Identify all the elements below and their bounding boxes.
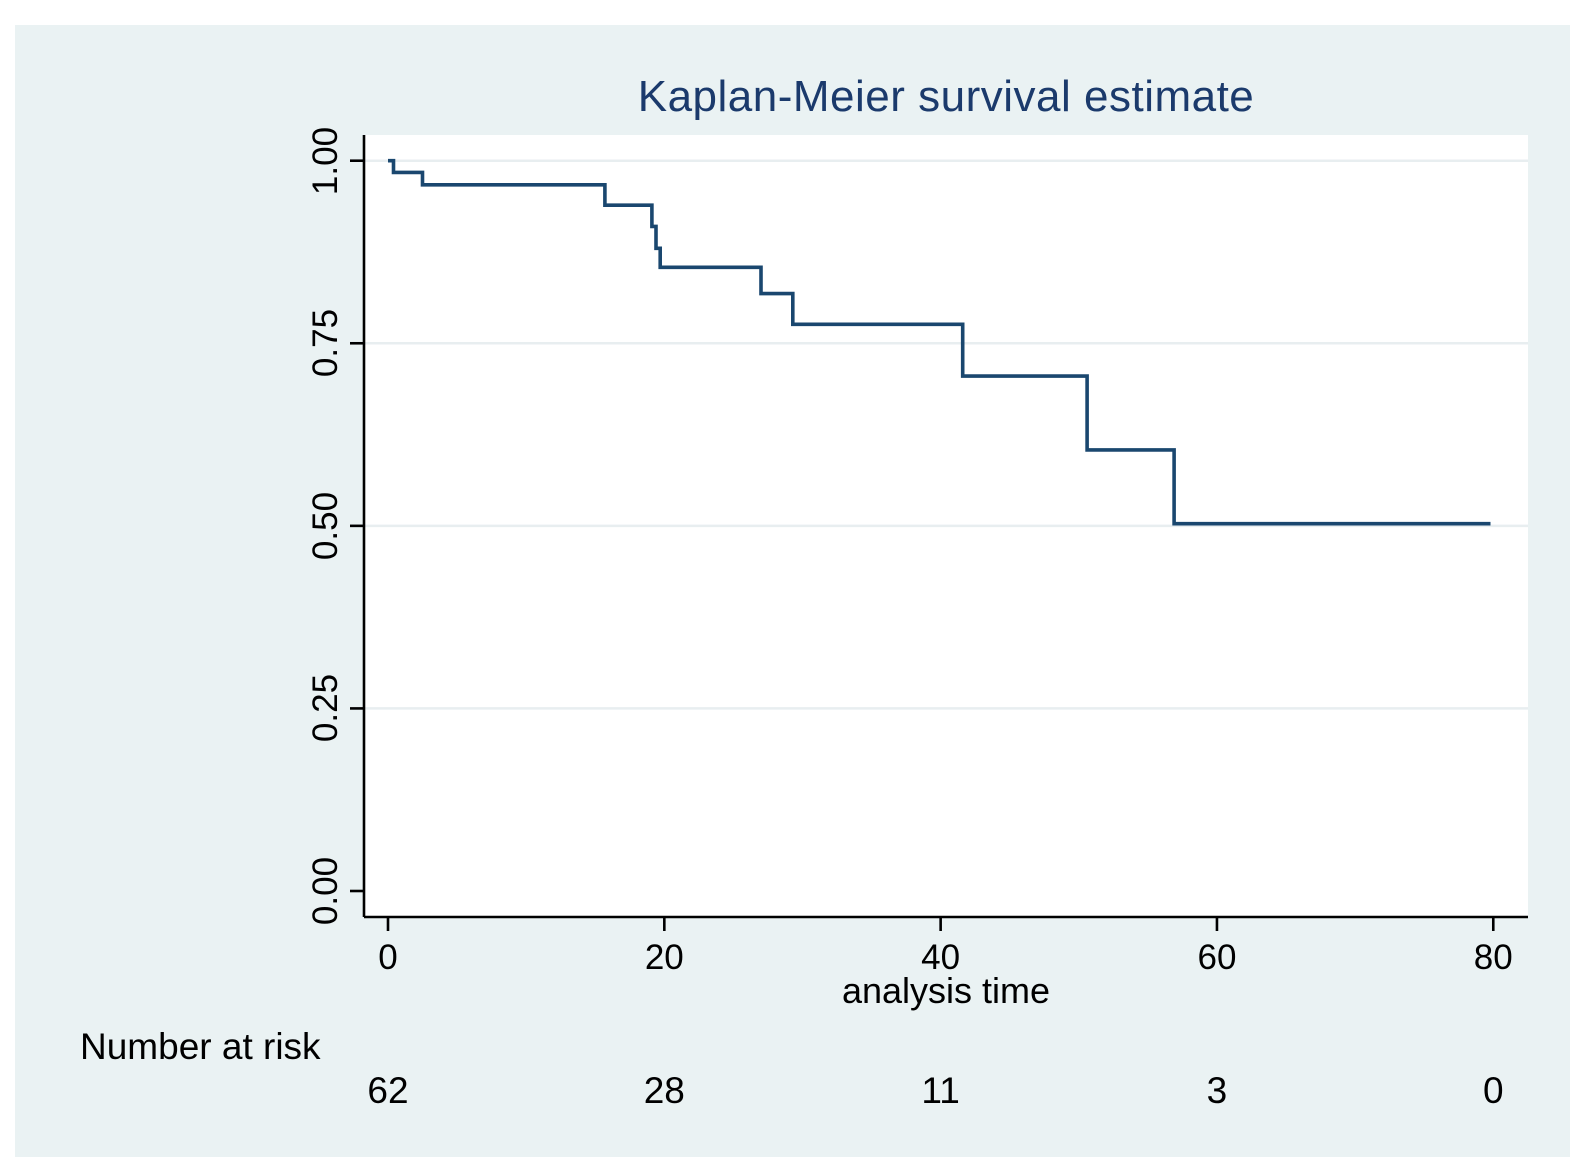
- chart-title: Kaplan-Meier survival estimate: [637, 72, 1255, 121]
- risk-count: 28: [643, 1070, 685, 1111]
- x-tick-label: 80: [1473, 938, 1513, 977]
- y-tick-label: 0.50: [306, 491, 345, 560]
- risk-count: 0: [1482, 1070, 1504, 1111]
- x-tick-label: 0: [378, 938, 398, 977]
- x-tick-label: 60: [1197, 938, 1237, 977]
- y-tick-label: 0.75: [306, 309, 345, 378]
- x-axis-title: analysis time: [841, 970, 1051, 1011]
- number-at-risk-label: Number at risk: [80, 1026, 321, 1067]
- x-tick-label: 40: [921, 938, 961, 977]
- y-tick-label: 1.00: [306, 126, 345, 195]
- y-tick-label: 0.00: [306, 856, 345, 926]
- risk-count: 3: [1206, 1070, 1228, 1111]
- x-tick-label: 20: [644, 938, 684, 977]
- y-tick-label: 0.25: [306, 674, 345, 743]
- survival-step-curve: [388, 158, 1491, 526]
- risk-count: 62: [367, 1070, 409, 1111]
- risk-count: 11: [921, 1070, 960, 1111]
